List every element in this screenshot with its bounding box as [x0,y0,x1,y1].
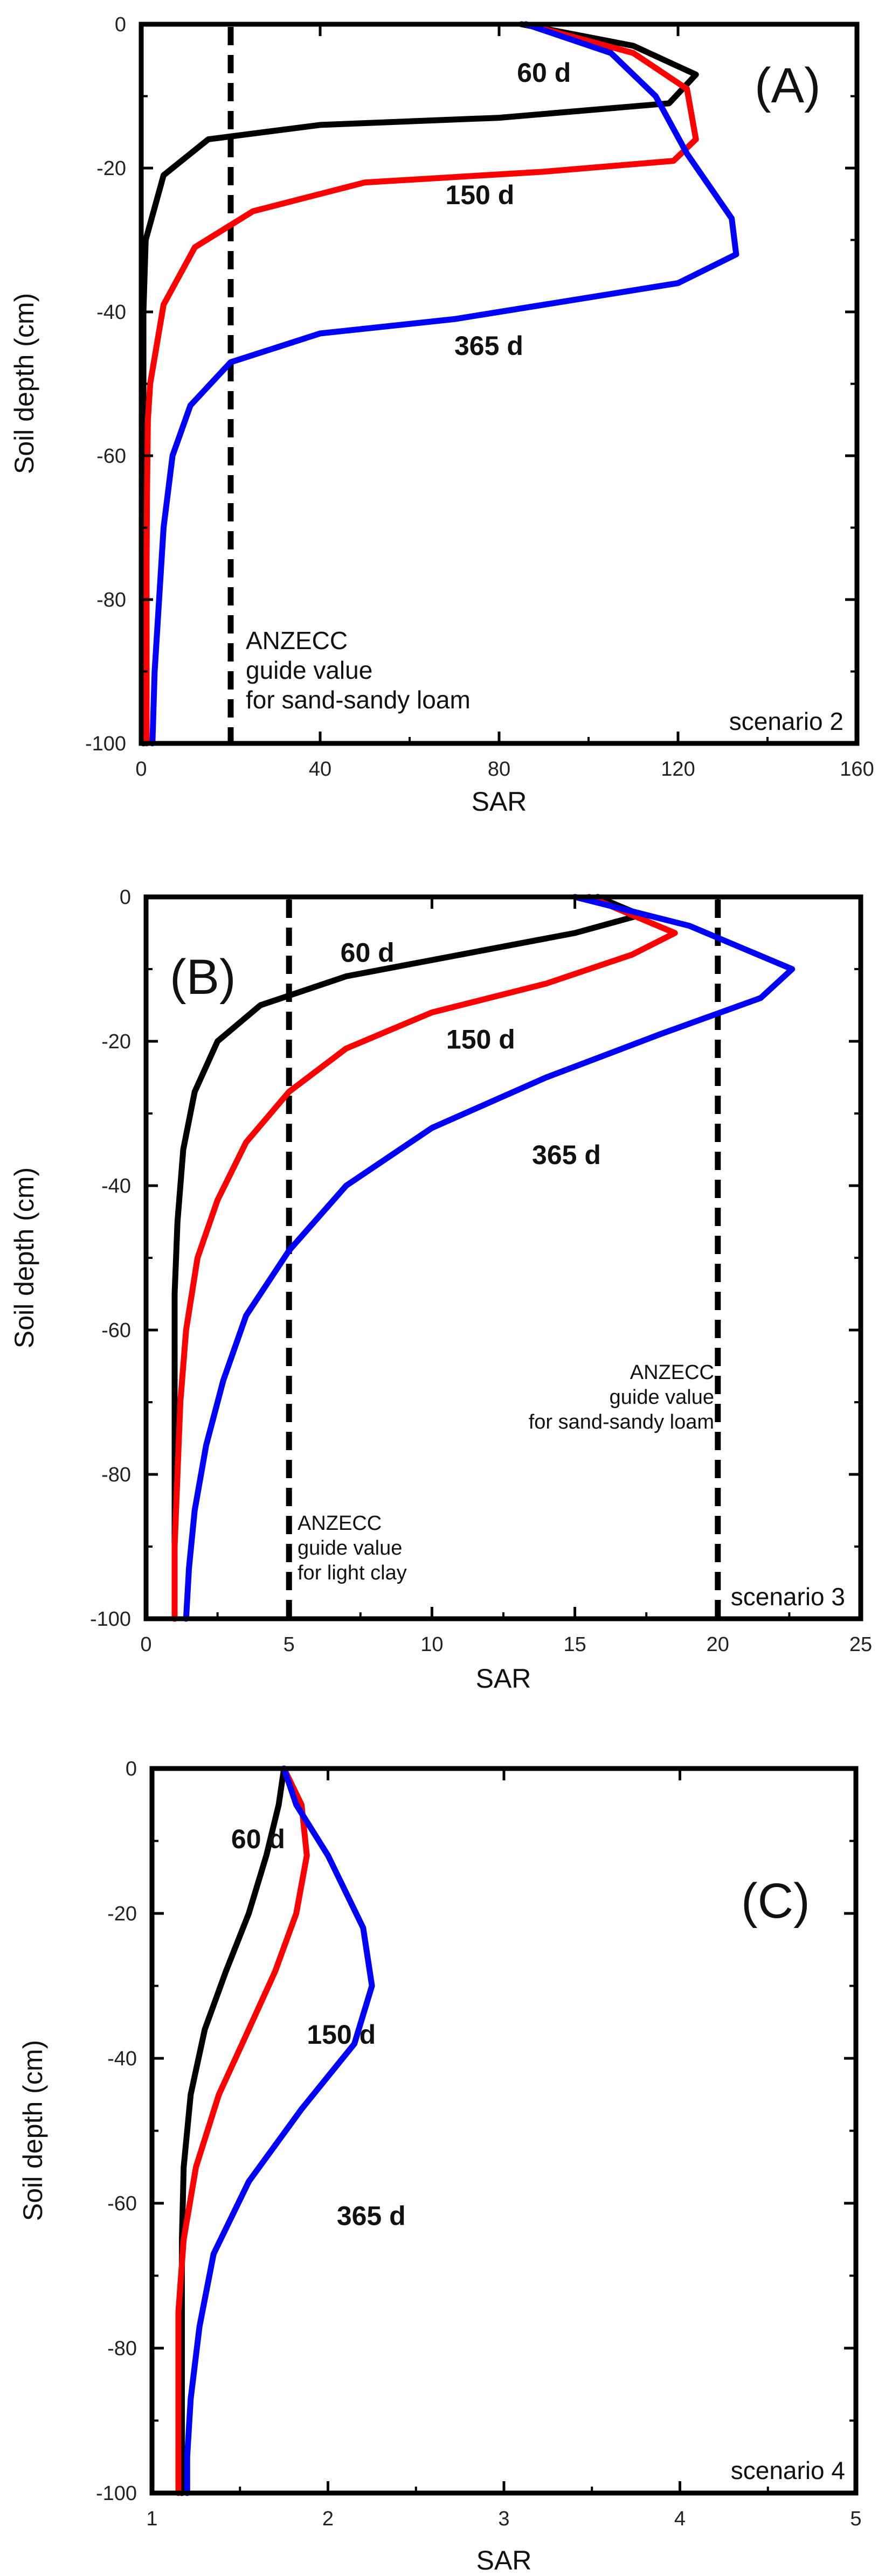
curve-label-150d: 150 d [307,2020,376,2050]
series-line-365d [184,1765,375,2496]
panel-c-y-tick-labels: 0 -20 -40 -60 -80 -100 [96,1758,137,2505]
annotation-line: ANZECC [630,1361,714,1384]
panel-a-tag: (A) [755,58,821,113]
panel-c-ticks [150,1767,858,2495]
curve-label-365d: 365 d [337,2201,406,2231]
x-tick-label: 5 [283,1633,295,1656]
panel-c-x-tick-labels: 1 2 3 4 5 [146,2508,861,2530]
series-line-60d [179,1765,287,2496]
panel-c-curve-labels: 60 d 150 d 365 d [231,1824,406,2231]
x-tick-label: 120 [661,758,695,781]
series-line-150d [175,1765,310,2496]
panel-b-scenario-label: scenario 3 [731,1583,845,1611]
annotation-line: guide value [246,656,372,684]
panel-b-tag: (B) [170,950,236,1005]
y-tick-label: -60 [101,1319,131,1342]
panel-a-guide-annotation: ANZECC guide value for sand-sandy loam [246,626,471,714]
panel-a-ticks [140,23,859,745]
y-tick-label: -60 [96,445,126,468]
panel-b-guide-lines [286,900,721,1619]
panel-b-sand-annotation: ANZECC guide value for sand-sandy loam [529,1361,714,1433]
y-tick-label: -80 [107,2337,137,2360]
curve-label-60d: 60 d [517,58,571,88]
y-tick-label: -40 [101,1175,131,1198]
y-tick-label: 0 [115,13,126,36]
curve-label-365d: 365 d [532,1140,601,1170]
panel-c: 1 2 3 4 5 0 -20 -40 -60 -80 -100 60 d 15… [18,1758,862,2575]
x-tick-label: 80 [488,758,510,781]
panel-b-light-clay-annotation: ANZECC guide value for light clay [298,1512,407,1584]
y-tick-label: -40 [107,2048,137,2070]
panel-c-x-axis-title: SAR [476,2545,532,2575]
x-tick-label: 0 [135,758,147,781]
series-line-150d [171,894,678,1622]
panel-b-curves [171,894,796,1622]
x-tick-label: 10 [420,1633,443,1656]
series-line-60d [140,21,699,747]
x-tick-label: 40 [309,758,331,781]
y-tick-label: 0 [120,886,131,909]
x-tick-label: 160 [840,758,874,781]
panel-b-y-axis-title: Soil depth (cm) [9,1167,39,1348]
series-line-150d [143,21,699,747]
panel-c-scenario-label: scenario 4 [731,2456,845,2484]
annotation-line: ANZECC [298,1512,382,1535]
series-line-365d [183,894,796,1622]
panel-a-y-axis-title: Soil depth (cm) [9,293,39,474]
panel-b-x-axis-title: SAR [476,1663,531,1694]
x-tick-label: 25 [849,1633,872,1656]
panel-b-y-tick-labels: 0 -20 -40 -60 -80 -100 [90,886,131,1631]
panel-b: 0 5 10 15 20 25 0 -20 -40 -60 -80 -100 6… [9,886,872,1694]
x-tick-label: 5 [850,2508,861,2530]
panel-a-curves [140,21,739,747]
panel-a-scenario-label: scenario 2 [729,707,843,735]
panel-c-y-axis-title: Soil depth (cm) [18,2040,48,2221]
annotation-line: guide value [298,1537,402,1559]
curve-label-365d: 365 d [454,331,523,361]
annotation-line: for sand-sandy loam [529,1411,714,1433]
curve-label-60d: 60 d [341,938,395,968]
y-tick-label: -100 [90,1608,131,1631]
y-tick-label: -100 [96,2482,137,2505]
x-tick-label: 4 [674,2508,686,2530]
y-tick-label: -20 [107,1903,137,1925]
annotation-line: for light clay [298,1562,407,1584]
panel-b-x-tick-labels: 0 5 10 15 20 25 [140,1633,872,1656]
panel-a-x-tick-labels: 0 40 80 120 160 [135,758,874,781]
annotation-line: ANZECC [246,626,348,655]
x-tick-label: 2 [322,2508,334,2530]
x-tick-label: 15 [563,1633,586,1656]
panel-b-plot-frame [143,894,863,1621]
panel-a-x-axis-title: SAR [472,786,527,817]
y-tick-label: -60 [107,2192,137,2215]
y-tick-label: 0 [126,1758,137,1780]
panel-a-curve-labels: 60 d 150 d 365 d [445,58,571,361]
series-line-60d [171,894,644,1622]
y-tick-label: -40 [96,301,126,324]
panel-b-curve-labels: 60 d 150 d 365 d [341,938,601,1170]
y-tick-label: -20 [101,1031,131,1053]
x-tick-label: 3 [498,2508,509,2530]
panel-a: 0 40 80 120 160 0 -20 -40 -60 -80 -100 6… [9,13,874,817]
y-tick-label: -80 [101,1464,131,1486]
y-tick-label: -100 [85,733,126,755]
curve-label-150d: 150 d [446,1024,515,1054]
curve-label-60d: 60 d [231,1824,285,1854]
x-tick-label: 20 [707,1633,729,1656]
annotation-line: for sand-sandy loam [246,686,471,714]
y-tick-label: -80 [96,589,126,611]
y-tick-label: -20 [96,157,126,180]
curve-label-150d: 150 d [445,180,514,210]
x-tick-label: 1 [146,2508,157,2530]
annotation-line: guide value [610,1386,714,1409]
x-tick-label: 0 [140,1633,151,1656]
series-line-365d [149,21,739,747]
panel-a-y-tick-labels: 0 -20 -40 -60 -80 -100 [85,13,126,755]
panel-c-curves [175,1765,375,2496]
panel-c-tag: (C) [741,1874,810,1928]
panel-b-ticks [144,895,862,1620]
